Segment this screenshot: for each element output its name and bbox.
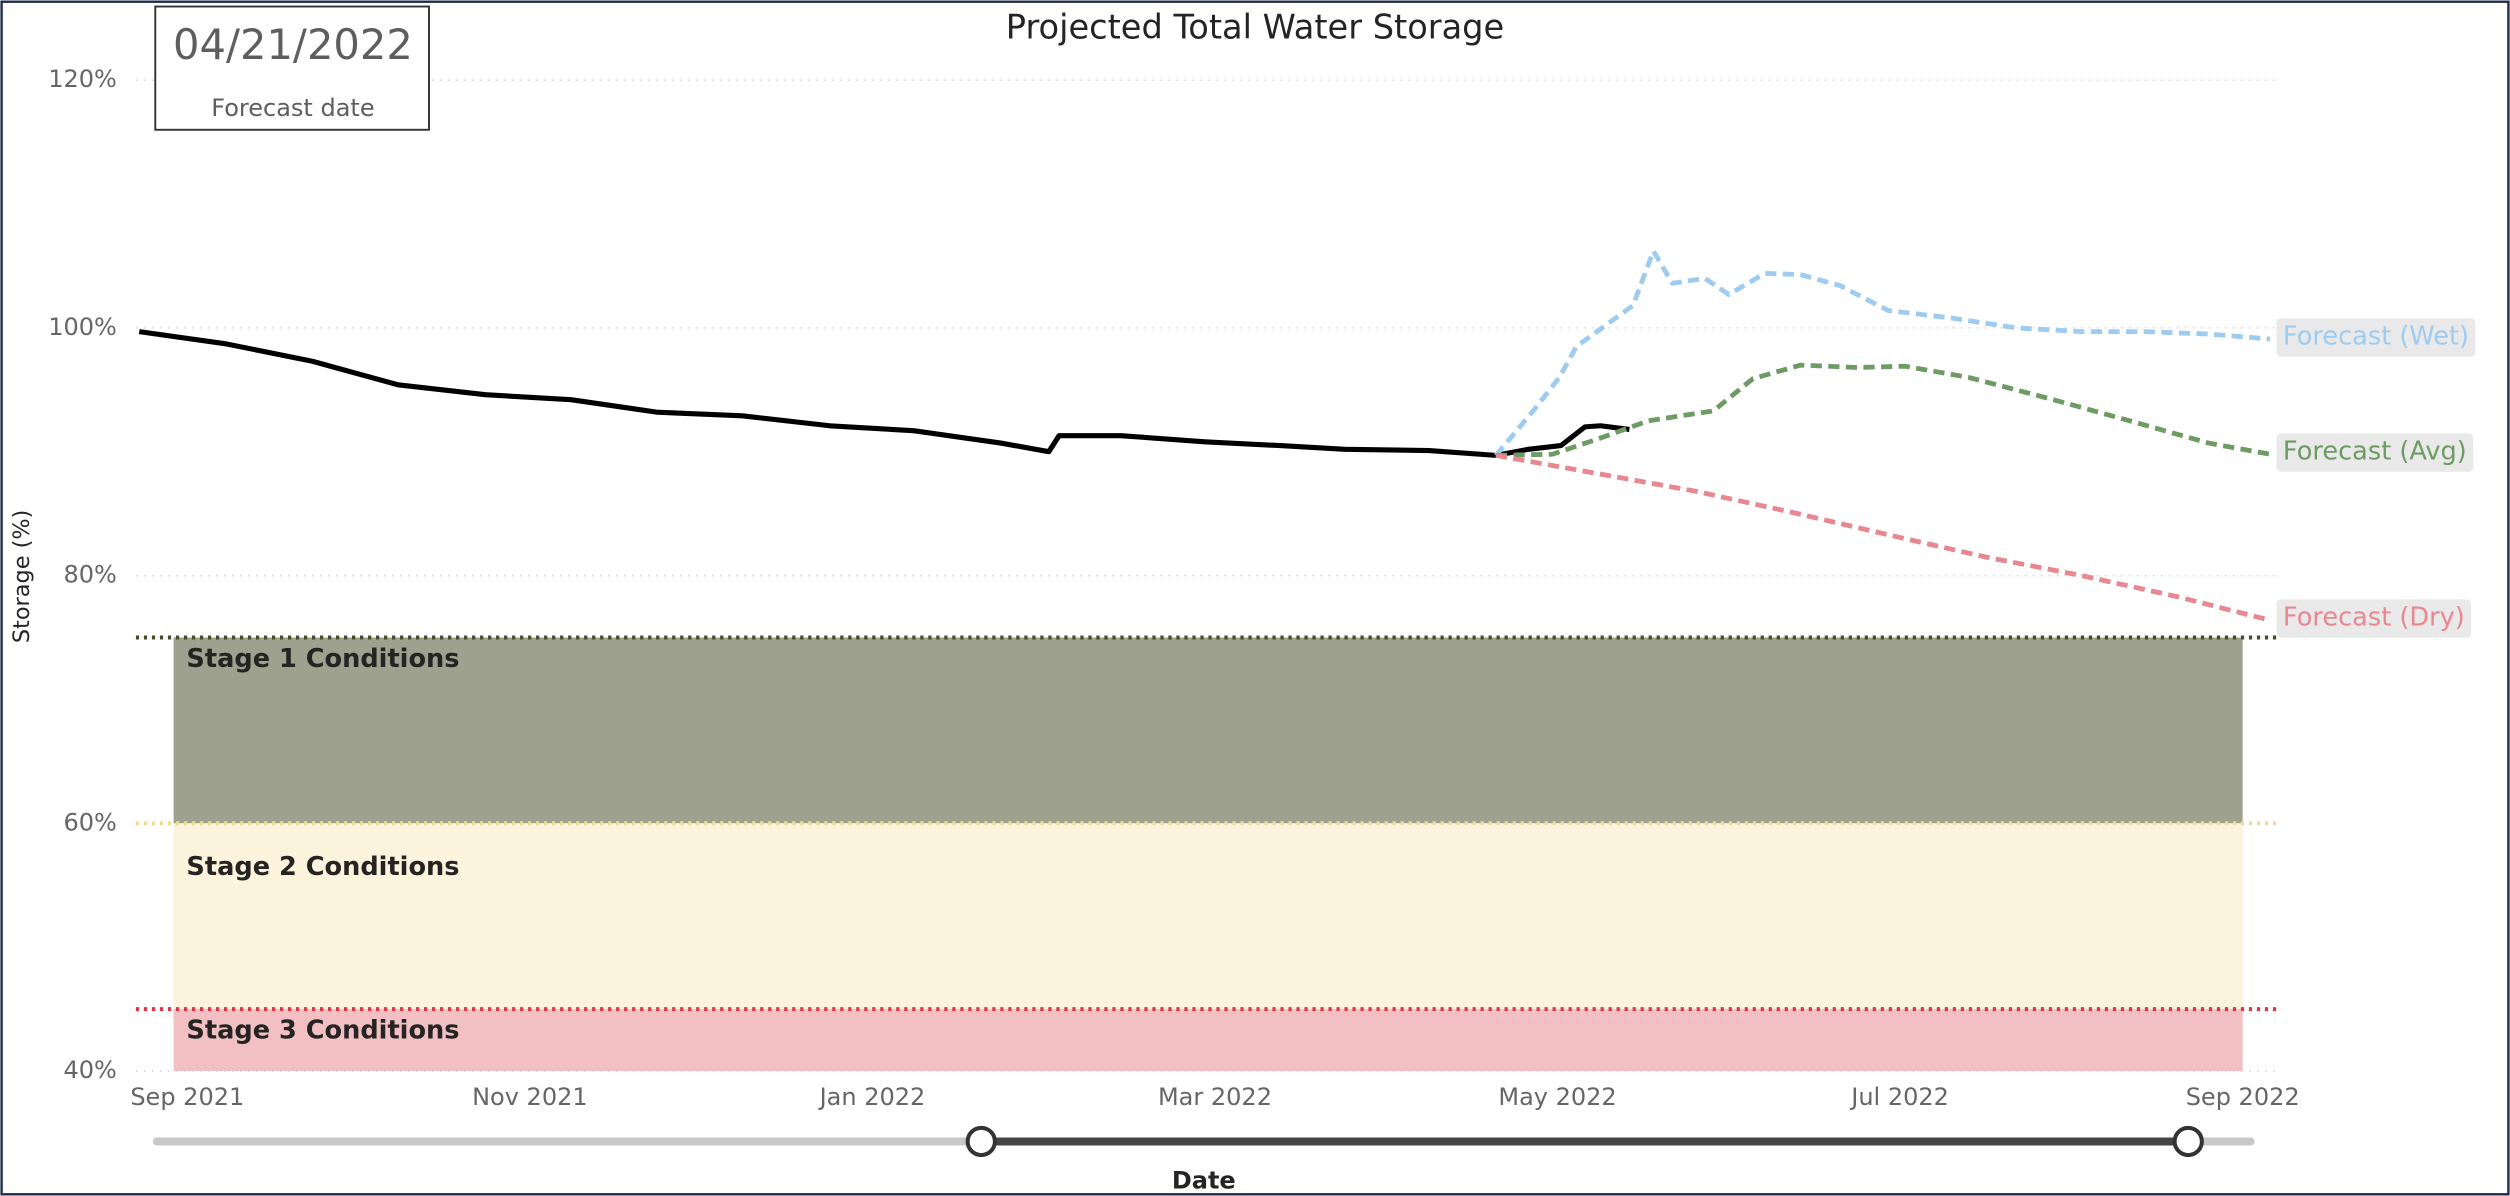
date-card-value: 04/21/2022 <box>173 20 413 69</box>
end-label-bg <box>2276 433 2474 472</box>
x-tick-label: Jul 2022 <box>1849 1083 1949 1111</box>
y-tick-label: 80% <box>64 561 117 589</box>
end-label-bg <box>2276 318 2476 357</box>
slider-handle[interactable] <box>2172 1125 2204 1158</box>
y-tick-label: 120% <box>48 65 117 93</box>
slider-handle[interactable] <box>965 1125 997 1158</box>
labels: 40% 60% 80% 100% 120% Sep 2021 Nov 2021 Jan 202… <box>48 65 2476 1111</box>
y-tick-label: 40% <box>64 1056 117 1084</box>
series-line <box>1495 362 2271 458</box>
date-card <box>154 5 430 131</box>
date-card-label: Forecast date <box>211 94 374 122</box>
y-axis-title: Storage (%) <box>9 510 35 644</box>
lines <box>138 248 2271 623</box>
stage-band <box>173 637 2243 824</box>
x-tick-label: Mar 2022 <box>1158 1083 1272 1111</box>
series-line <box>138 329 1630 458</box>
x-tick-label: Sep 2021 <box>130 1083 244 1111</box>
x-tick-label: Jan 2022 <box>818 1083 926 1111</box>
end-label-bg <box>2276 599 2472 638</box>
stage-label: Stage 1 Conditions <box>186 644 459 674</box>
x-tick-label: Nov 2021 <box>472 1083 588 1111</box>
bands <box>173 637 2243 1072</box>
x-axis-title: Date <box>1172 1166 1236 1194</box>
stage-band <box>173 1009 2243 1072</box>
x-tick-label: Sep 2022 <box>2186 1083 2300 1111</box>
x-tick-label: May 2022 <box>1498 1083 1616 1111</box>
end-label: Forecast (Dry) <box>2283 603 2465 633</box>
stage-label: Stage 3 Conditions <box>186 1016 459 1046</box>
chart-title: Projected Total Water Storage <box>1006 7 1504 46</box>
stage-label: Stage 2 Conditions <box>186 852 459 882</box>
stage-band <box>173 823 2243 1010</box>
end-label: Forecast (Wet) <box>2283 321 2469 351</box>
y-tick-label: 100% <box>48 313 117 341</box>
y-tick-label: 60% <box>64 808 117 836</box>
end-label: Forecast (Avg) <box>2283 437 2467 467</box>
